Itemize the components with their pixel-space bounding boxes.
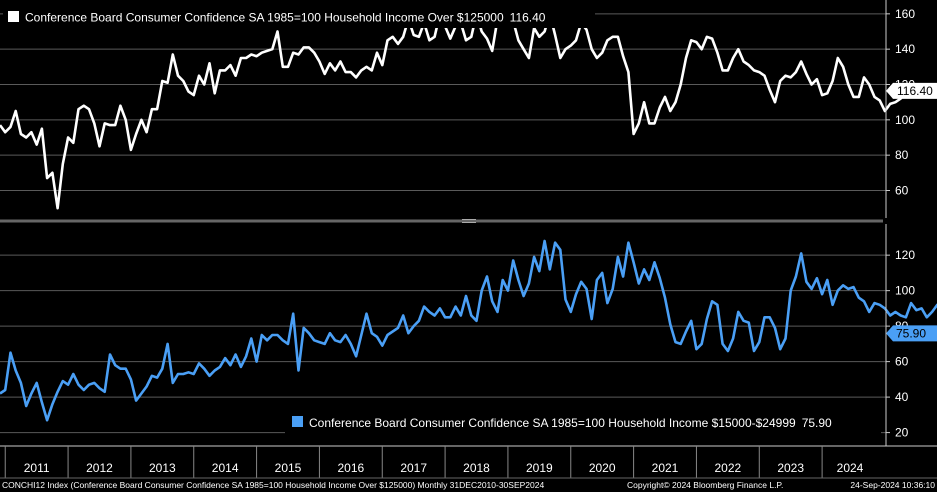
bottom-y-tick-label: 60 bbox=[895, 355, 909, 369]
top-legend: Conference Board Consumer Confidence SA … bbox=[3, 6, 595, 28]
bottom-legend: Conference Board Consumer Confidence SA … bbox=[285, 408, 881, 436]
bottom-y-axis: 20406080100120 bbox=[886, 248, 915, 440]
top-last-value: 116.40 bbox=[897, 84, 933, 98]
x-tick-label: 2011 bbox=[24, 461, 50, 475]
bottom-last-value-marker: 75.90 bbox=[886, 325, 937, 342]
x-tick-label: 2022 bbox=[715, 461, 742, 475]
top-y-tick-label: 80 bbox=[895, 148, 909, 162]
bottom-last-value: 75.90 bbox=[896, 326, 926, 340]
bottom-y-tick-label: 120 bbox=[895, 248, 915, 262]
x-tick-label: 2013 bbox=[149, 461, 176, 475]
bottom-panel: 20406080100120 Conference Board Consumer… bbox=[0, 239, 937, 440]
top-legend-swatch bbox=[8, 11, 19, 22]
x-tick-label: 2023 bbox=[777, 461, 804, 475]
bottom-legend-label: Conference Board Consumer Confidence SA … bbox=[309, 416, 832, 430]
bottom-gridlines bbox=[0, 254, 886, 434]
bottom-series-line bbox=[0, 239, 937, 422]
bottom-y-tick-label: 100 bbox=[895, 284, 915, 298]
footer-timestamp: 24-Sep-2024 10:36:10 bbox=[850, 480, 935, 490]
footer-series-info: CONCHI12 Index (Conference Board Consume… bbox=[2, 480, 544, 490]
top-panel: 6080100120140160 Conference Board Consum… bbox=[0, 6, 937, 210]
x-tick-label: 2015 bbox=[275, 461, 302, 475]
x-tick-label: 2021 bbox=[652, 461, 679, 475]
x-tick-label: 2018 bbox=[463, 461, 490, 475]
top-y-tick-label: 160 bbox=[895, 7, 915, 21]
bottom-y-tick-label: 40 bbox=[895, 390, 909, 404]
x-tick-label: 2012 bbox=[86, 461, 113, 475]
top-y-tick-label: 100 bbox=[895, 113, 915, 127]
x-tick-label: 2019 bbox=[526, 461, 553, 475]
x-tick-label: 2016 bbox=[337, 461, 364, 475]
top-last-value-marker: 116.40 bbox=[886, 82, 937, 99]
bottom-legend-swatch bbox=[292, 416, 303, 427]
footer-copyright: Copyright© 2024 Bloomberg Finance L.P. bbox=[627, 480, 783, 490]
x-tick-label: 2014 bbox=[212, 461, 239, 475]
x-tick-label: 2017 bbox=[400, 461, 427, 475]
top-y-tick-label: 140 bbox=[895, 42, 915, 56]
footer: CONCHI12 Index (Conference Board Consume… bbox=[0, 477, 937, 490]
x-tick-label: 2020 bbox=[589, 461, 616, 475]
top-legend-label: Conference Board Consumer Confidence SA … bbox=[25, 11, 546, 25]
x-tick-label: 2024 bbox=[837, 461, 864, 475]
top-y-tick-label: 60 bbox=[895, 184, 909, 198]
x-axis: 2011 2012 2013 2014 2015 2016 2017 2018 2019 2020… bbox=[0, 445, 937, 478]
bottom-y-tick-label: 20 bbox=[895, 426, 909, 440]
